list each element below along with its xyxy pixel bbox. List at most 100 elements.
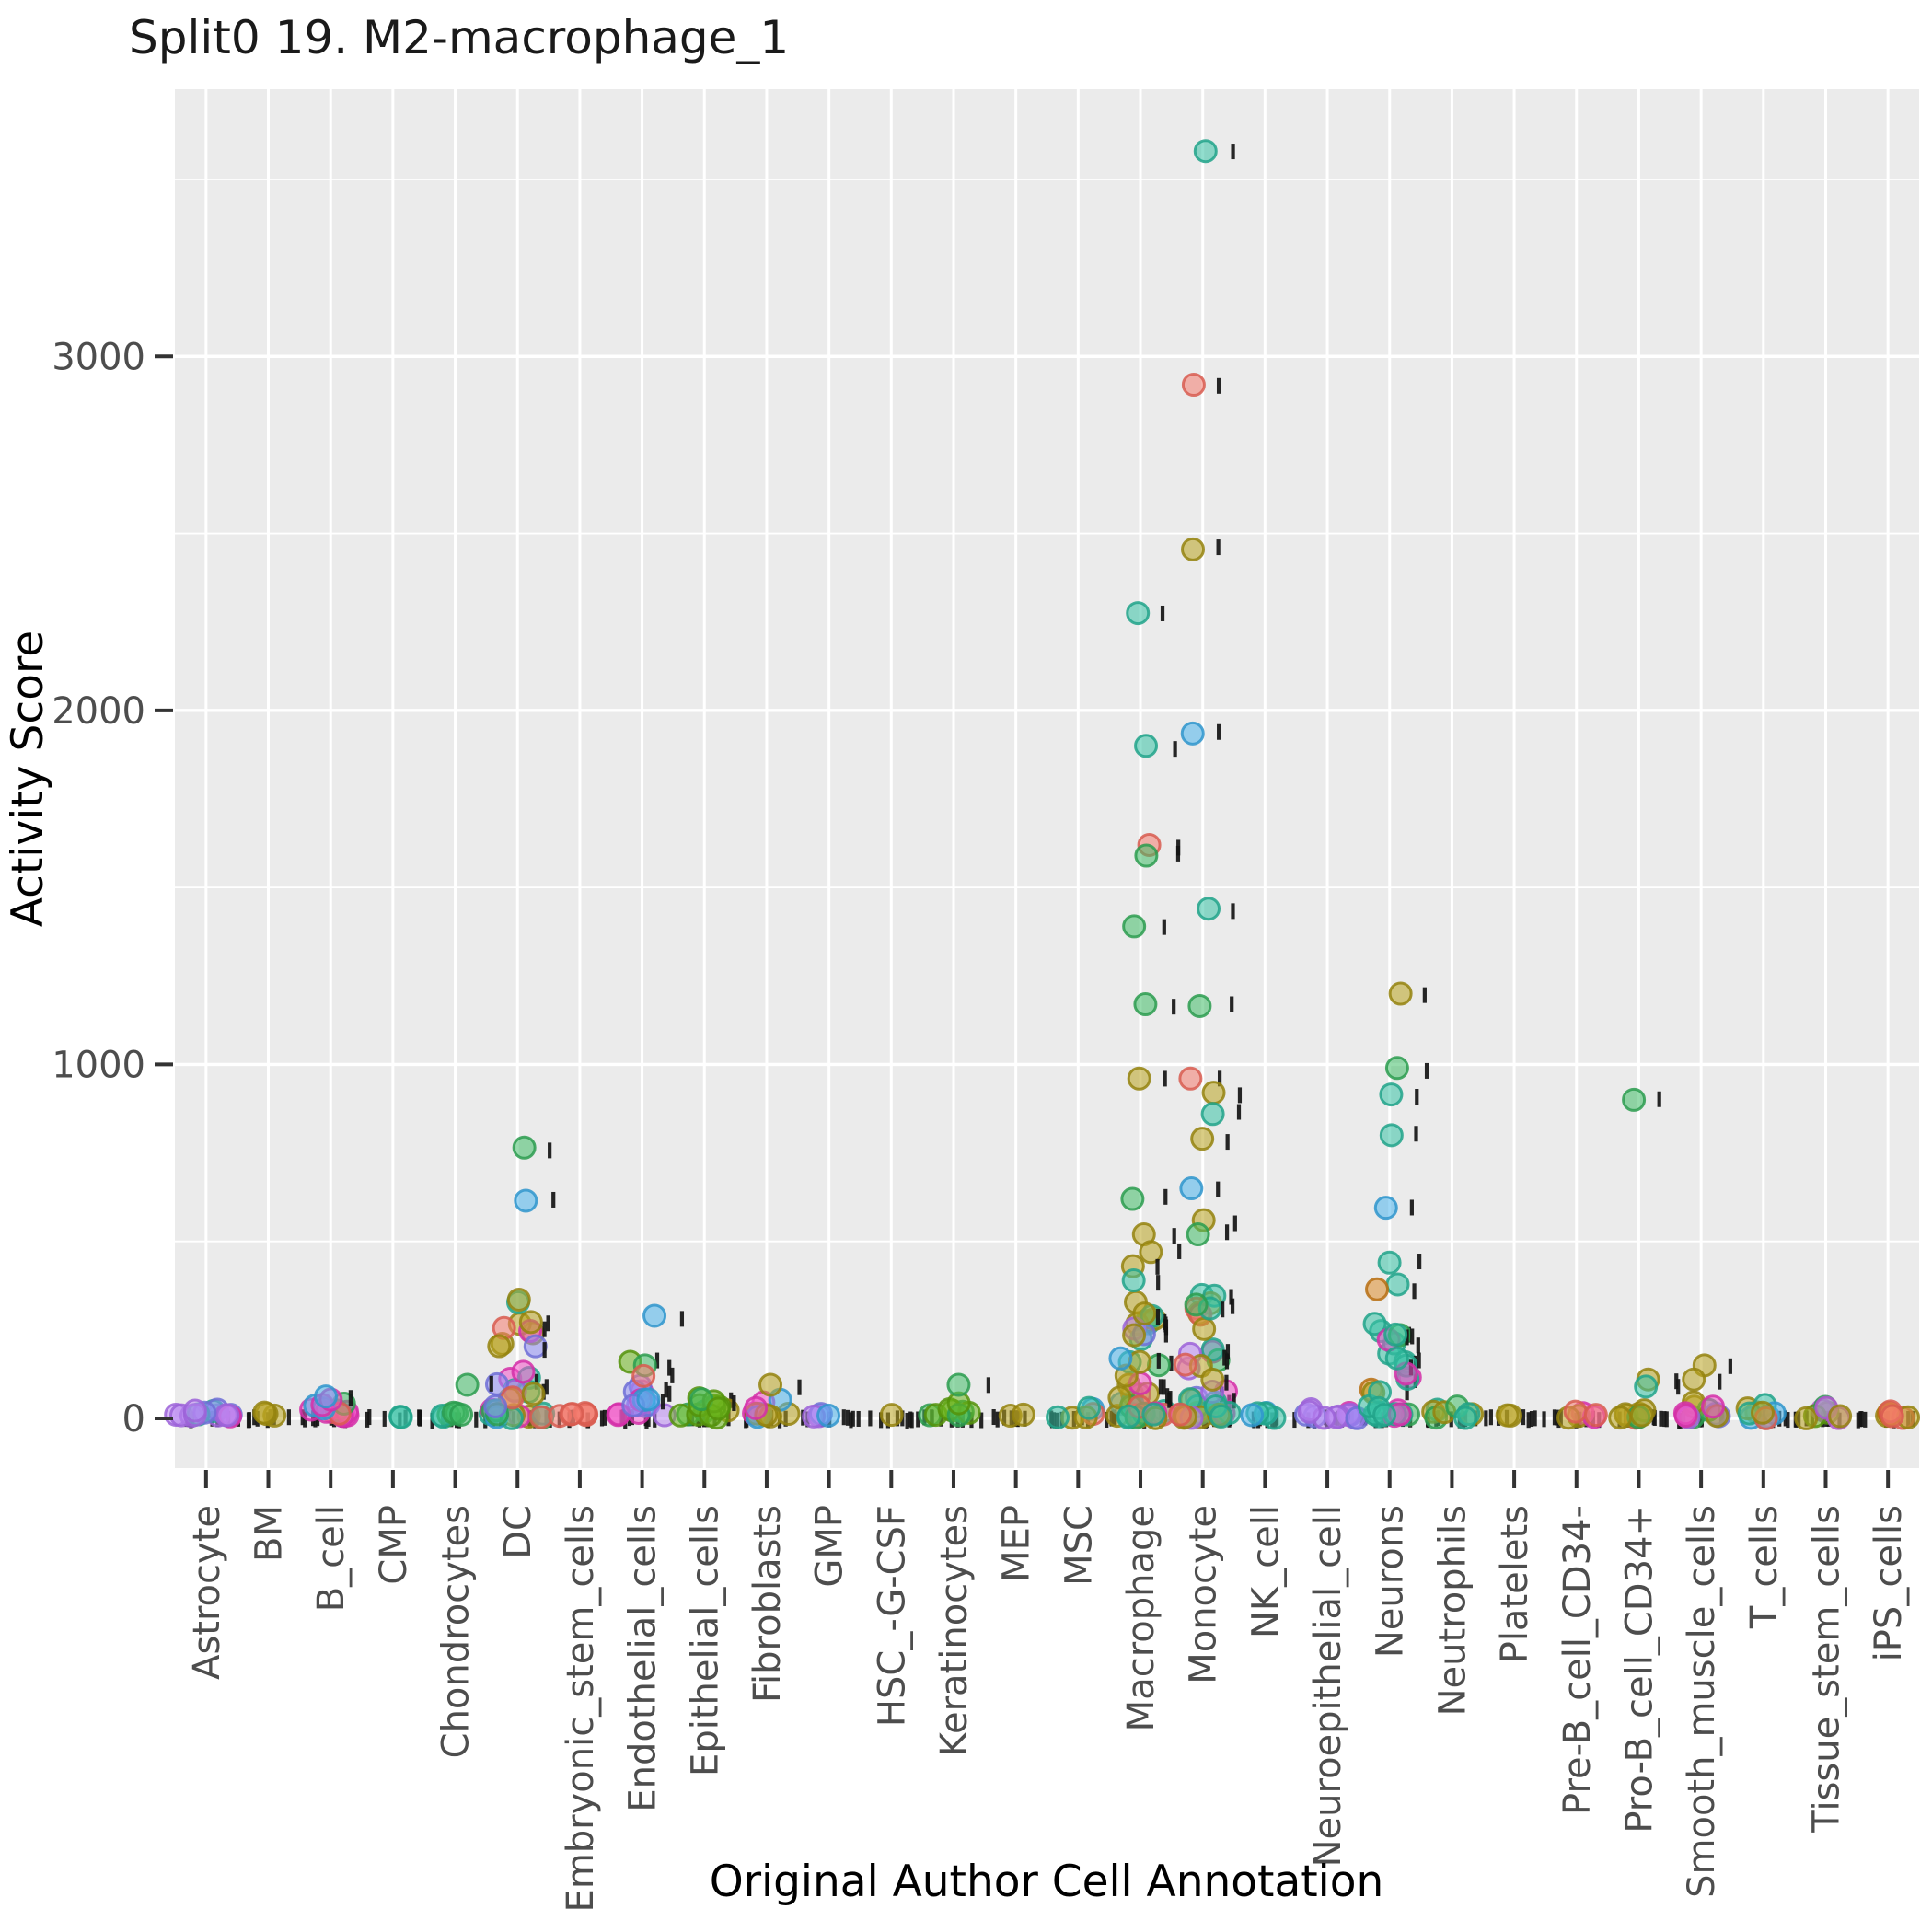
companion-mark: [534, 1373, 539, 1390]
companion-mark: [1728, 1358, 1732, 1374]
cluster-point: [1200, 1337, 1225, 1362]
cluster-point: [1116, 1404, 1141, 1429]
cluster-point: [1184, 1292, 1209, 1317]
companion-mark: [1217, 723, 1221, 740]
zero-mark: [849, 1412, 853, 1429]
companion-mark: [1415, 1089, 1419, 1105]
outlier-point: [314, 1384, 339, 1409]
companion-mark: [1414, 1126, 1418, 1142]
cluster-point: [215, 1403, 240, 1428]
companion-mark: [489, 1375, 493, 1392]
companion-mark: [1225, 1344, 1231, 1360]
zero-mark: [1856, 1412, 1860, 1429]
zero-mark: [979, 1412, 984, 1429]
outlier-point: [1133, 992, 1158, 1017]
companion-mark: [1405, 1384, 1409, 1401]
companion-mark: [1175, 845, 1181, 862]
cluster-point: [1077, 1395, 1102, 1420]
companion-mark: [1165, 1388, 1170, 1405]
companion-mark: [1224, 1224, 1230, 1241]
companion-mark: [1231, 903, 1235, 920]
x-tick-label: CMP: [373, 1505, 415, 1585]
cluster-point: [487, 1334, 512, 1359]
companion-mark: [660, 1394, 665, 1410]
outlier-point: [1180, 721, 1205, 746]
x-tick-label: Macrophage: [1120, 1505, 1163, 1731]
y-tick-label: 2000: [52, 690, 145, 733]
cluster-point: [1011, 1402, 1035, 1427]
companion-mark: [1155, 1309, 1161, 1325]
zero-mark: [1859, 1411, 1864, 1428]
cluster-point: [1750, 1400, 1775, 1425]
cluster-point: [1495, 1403, 1520, 1428]
outlier-point: [1377, 1250, 1402, 1275]
companion-mark: [1173, 741, 1177, 758]
companion-mark: [1167, 1392, 1172, 1408]
companion-mark: [1416, 1337, 1420, 1354]
companion-mark: [546, 1315, 550, 1332]
cluster-point: [1583, 1403, 1608, 1428]
companion-mark: [667, 1385, 672, 1402]
companion-mark: [986, 1377, 990, 1394]
companion-mark: [670, 1367, 675, 1383]
companion-mark: [1657, 1091, 1661, 1107]
x-tick-label: Neuroepithelial_cell: [1307, 1505, 1349, 1867]
outlier-point: [1379, 1123, 1404, 1148]
zero-mark: [850, 1410, 855, 1427]
zero-mark: [868, 1410, 873, 1427]
x-tick-label: NK_cell: [1244, 1505, 1287, 1638]
outlier-point: [1187, 993, 1212, 1018]
cluster-point: [1383, 1322, 1408, 1347]
outlier-point: [1120, 1186, 1145, 1211]
cluster-point: [1384, 1346, 1409, 1371]
companion-mark: [1417, 1254, 1422, 1270]
x-tick-label: BM: [249, 1505, 291, 1562]
cluster-point: [1108, 1346, 1133, 1371]
companion-mark: [1224, 1374, 1229, 1391]
outlier-point: [1379, 1082, 1404, 1107]
x-tick-label: Embryonic_stem_cells: [560, 1505, 602, 1912]
outlier-point: [1178, 1066, 1203, 1091]
companion-mark: [797, 1379, 802, 1395]
panel-background: [175, 89, 1919, 1468]
zero-mark: [991, 1409, 996, 1426]
companion-mark: [1412, 1283, 1417, 1300]
zero-mark: [1292, 1412, 1297, 1429]
zero-mark: [1526, 1412, 1531, 1429]
zero-mark: [856, 1410, 861, 1427]
outlier-point: [1121, 1268, 1146, 1293]
companion-mark: [1222, 1349, 1227, 1366]
zero-mark: [845, 1409, 850, 1426]
outlier-point: [1134, 734, 1159, 758]
outlier-point: [758, 1372, 783, 1397]
cluster-point: [1794, 1406, 1819, 1430]
companion-mark: [1236, 1104, 1242, 1120]
companion-mark: [1230, 1298, 1235, 1314]
companion-mark: [1172, 1228, 1176, 1244]
zero-mark: [1552, 1409, 1557, 1426]
cluster-point: [449, 1402, 474, 1427]
zero-mark: [995, 1411, 1000, 1428]
x-tick-label: Tissue_stem_cells: [1805, 1505, 1847, 1834]
cluster-point: [388, 1405, 413, 1429]
outlier-point: [1634, 1374, 1659, 1399]
zero-mark: [602, 1409, 607, 1426]
cluster-point: [706, 1396, 731, 1421]
companion-mark: [667, 1359, 672, 1376]
cluster-point: [1107, 1385, 1132, 1410]
plot-title: Split0 19. M2-macrophage_1: [129, 11, 789, 64]
cluster-point: [511, 1359, 536, 1384]
zero-mark: [246, 1412, 251, 1429]
companion-mark: [679, 1311, 685, 1327]
outlier-point: [1201, 1081, 1226, 1105]
x-tick-label: Pro-B_cell_CD34+: [1618, 1505, 1660, 1834]
companion-mark: [1225, 1134, 1230, 1151]
companion-mark: [1422, 987, 1427, 1003]
y-axis-title: Activity Score: [3, 631, 53, 927]
cluster-point: [1209, 1404, 1233, 1429]
outlier-point: [1181, 537, 1206, 561]
outlier-point: [1127, 1066, 1151, 1091]
cluster-point: [1128, 1349, 1152, 1374]
cluster-point: [1122, 1323, 1147, 1348]
